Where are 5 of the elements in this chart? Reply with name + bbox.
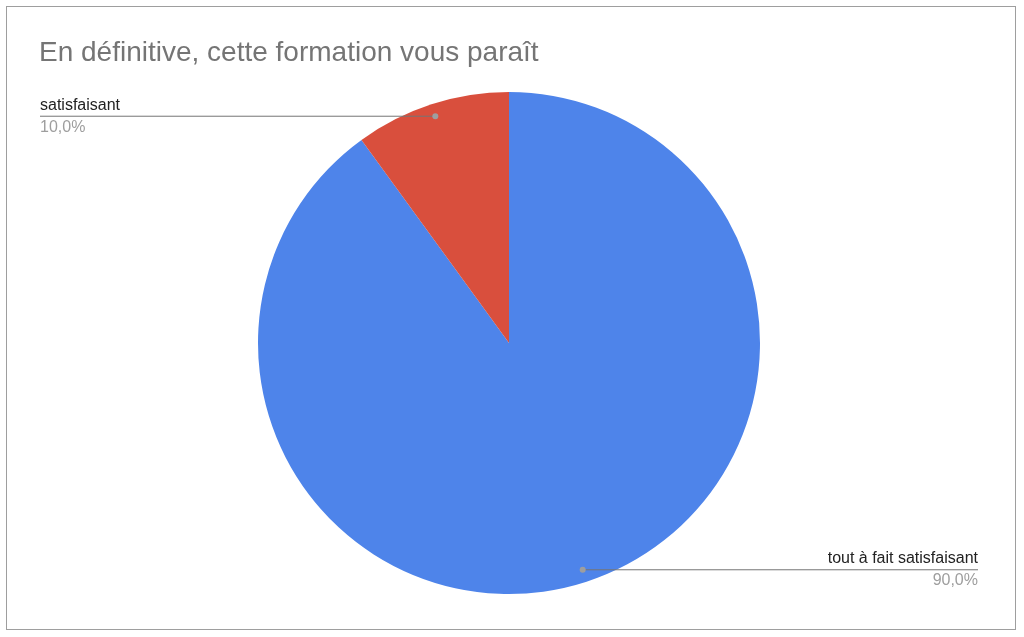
data-label: 90,0% <box>932 571 978 589</box>
data-label: 10,0% <box>40 117 86 135</box>
chart-title: En définitive, cette formation vous paraît <box>39 36 539 68</box>
slice-label: tout à fait satisfaisant <box>827 549 979 567</box>
slice-label: satisfaisant <box>40 95 121 113</box>
